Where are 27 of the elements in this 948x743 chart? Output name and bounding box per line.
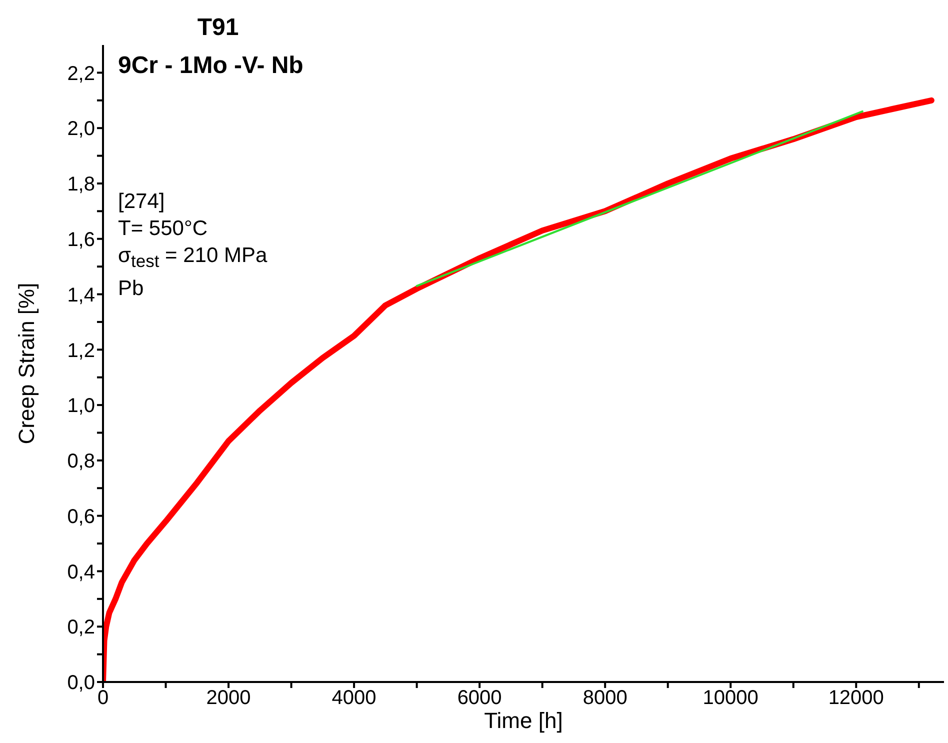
- chart-title: T91: [197, 14, 239, 42]
- y-tick-label: 1,0: [67, 395, 95, 418]
- x-tick-label: 2000: [206, 687, 251, 710]
- x-tick-label: 6000: [457, 687, 502, 710]
- chart-subtitle: 9Cr - 1Mo -V- Nb: [118, 52, 304, 80]
- annotation: [274]: [118, 189, 166, 215]
- x-tick-label: 12000: [828, 687, 884, 710]
- y-tick-label: 2,0: [67, 118, 95, 140]
- x-tick-label: 0: [97, 687, 109, 710]
- y-tick-label: 1,4: [67, 284, 95, 306]
- annotation: σ$_{test}$ = 210 MPa: [118, 243, 268, 274]
- y-tick-label: 0,2: [67, 616, 95, 639]
- y-tick-label: 2,2: [67, 62, 95, 85]
- y-tick-label: 1,6: [67, 228, 95, 251]
- x-axis-title: Time [h]: [484, 708, 563, 733]
- x-tick-label: 10000: [702, 687, 758, 710]
- y-tick-label: 1,8: [67, 174, 95, 196]
- y-tick-label: 0,8: [67, 450, 95, 473]
- annotation: T= 550°C: [118, 216, 209, 242]
- y-tick-label: 1,2: [67, 340, 95, 362]
- x-tick-label: 8000: [582, 687, 628, 710]
- y-tick-label: 0,4: [67, 561, 95, 584]
- annotation: Pb: [118, 276, 145, 302]
- y-tick-label: 0,0: [67, 672, 95, 694]
- y-tick-label: 0,6: [67, 506, 95, 528]
- x-tick-label: 4000: [332, 687, 376, 710]
- y-axis-title: Creep Strain [%]: [14, 282, 39, 444]
